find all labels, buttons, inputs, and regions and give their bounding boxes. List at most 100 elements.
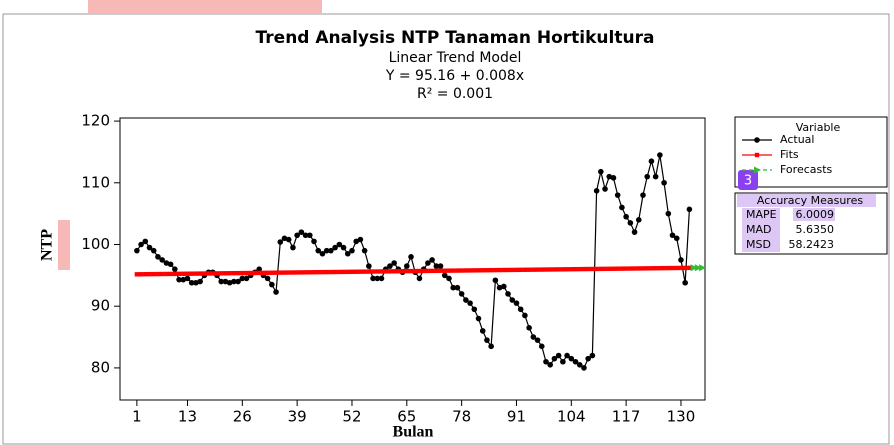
point (455, 268, 460, 273)
point (353, 269, 359, 274)
point (264, 275, 271, 282)
point (475, 315, 482, 322)
point (493, 267, 498, 273)
badge (738, 170, 758, 190)
legend-title: Variable (796, 121, 841, 134)
point (391, 269, 397, 274)
point (560, 358, 566, 365)
point (594, 266, 599, 272)
point (138, 241, 144, 248)
legend (734, 116, 888, 188)
point (357, 236, 364, 243)
point (513, 300, 520, 306)
point (340, 244, 347, 251)
point (446, 275, 452, 282)
point (278, 270, 283, 275)
legend-marker (754, 137, 760, 143)
point (543, 358, 549, 365)
x-tick-label: 117 (612, 408, 641, 426)
point (226, 279, 233, 286)
point (417, 268, 422, 274)
point (518, 267, 523, 273)
point (303, 270, 308, 275)
point (214, 271, 220, 276)
point (585, 355, 591, 362)
point (180, 276, 187, 283)
point (694, 264, 702, 272)
point (151, 271, 156, 277)
point (134, 247, 140, 254)
point (669, 232, 676, 239)
point (441, 272, 448, 279)
point (673, 235, 680, 242)
accuracy-title: Accuracy Measures (757, 194, 863, 207)
point (269, 281, 275, 288)
point (593, 188, 600, 194)
point (155, 271, 161, 277)
highlight (88, 0, 322, 13)
point (256, 266, 262, 272)
point (332, 244, 338, 251)
point (564, 352, 570, 359)
point (699, 264, 707, 272)
point (497, 267, 502, 273)
point (442, 268, 447, 273)
point (319, 250, 326, 257)
point (379, 269, 384, 274)
y-tick-label: 90 (91, 297, 110, 315)
point (611, 266, 616, 271)
point (302, 232, 309, 239)
point (446, 268, 452, 273)
point (378, 275, 385, 282)
point (434, 268, 439, 274)
x-tick-label: 104 (557, 408, 586, 426)
point (459, 268, 464, 273)
point (298, 229, 305, 235)
point (526, 325, 532, 331)
x-tick-label: 1 (132, 408, 142, 426)
point (670, 265, 675, 271)
point (185, 271, 190, 276)
legend-label: Forecasts (780, 163, 833, 176)
point (197, 278, 203, 285)
point (471, 306, 478, 313)
accuracy-value: 5.6350 (796, 223, 835, 236)
point (551, 355, 558, 362)
point (353, 238, 359, 245)
point (269, 270, 275, 275)
point (607, 266, 612, 271)
point (243, 275, 250, 282)
point (138, 272, 144, 277)
x-tick-label: 52 (342, 408, 361, 426)
point (206, 271, 211, 276)
point (526, 267, 532, 272)
point (687, 265, 692, 271)
point (344, 250, 351, 257)
point (134, 272, 140, 277)
x-tick-label: 91 (507, 408, 526, 426)
point (184, 275, 191, 282)
point (438, 268, 443, 273)
point (640, 266, 646, 271)
point (362, 269, 367, 274)
point (678, 265, 684, 271)
highlight (742, 208, 780, 252)
point (437, 263, 444, 269)
point (505, 267, 511, 273)
point (227, 271, 232, 276)
point (425, 260, 431, 266)
point (324, 269, 329, 275)
legend-label: Actual (780, 133, 814, 146)
point (323, 247, 330, 254)
point (467, 300, 473, 306)
point (568, 355, 575, 362)
point (400, 269, 405, 274)
point (581, 266, 587, 272)
point (652, 173, 659, 180)
point (535, 267, 540, 272)
point (585, 266, 591, 272)
point (370, 275, 376, 282)
point (522, 312, 528, 319)
point (235, 270, 241, 276)
point (488, 267, 494, 273)
